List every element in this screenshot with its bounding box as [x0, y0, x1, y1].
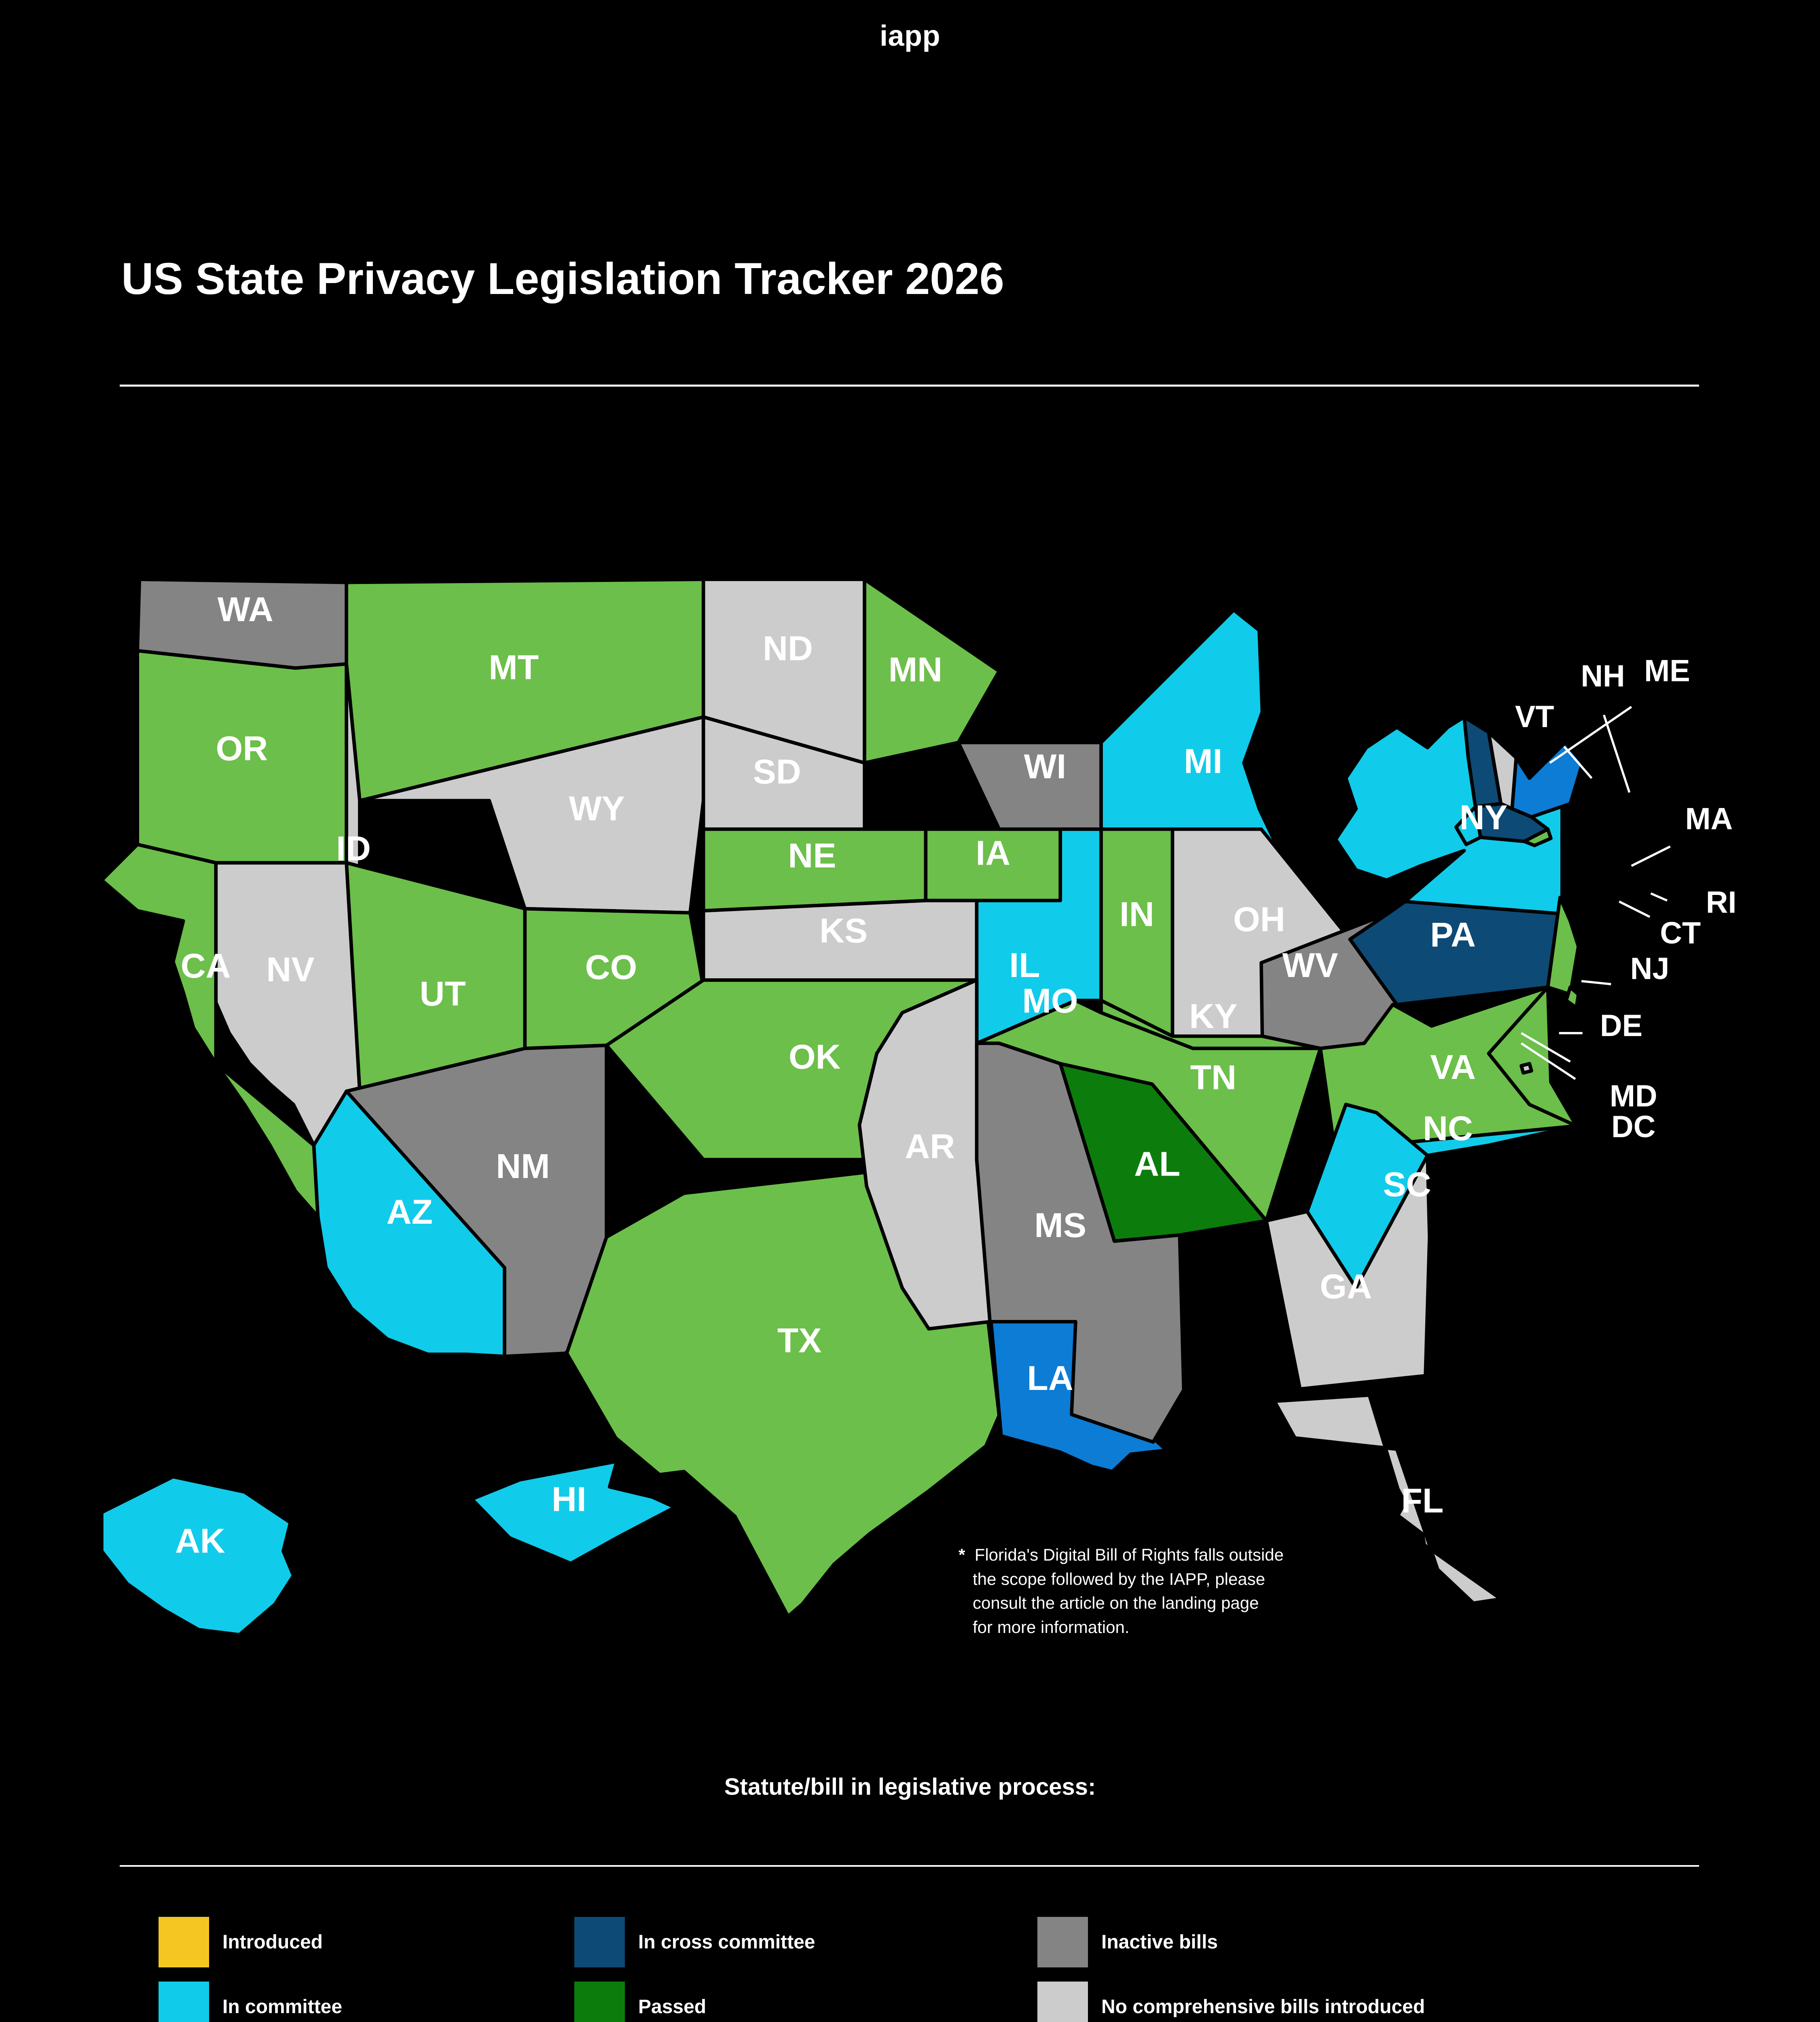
- svg-text:MA: MA: [1685, 802, 1733, 836]
- svg-text:VA: VA: [1430, 1048, 1476, 1087]
- svg-text:IA: IA: [976, 834, 1010, 873]
- svg-text:ME: ME: [1644, 654, 1690, 688]
- svg-text:IL: IL: [1009, 946, 1040, 985]
- svg-text:CA: CA: [181, 947, 231, 986]
- svg-text:NY: NY: [1460, 798, 1508, 837]
- svg-text:TX: TX: [777, 1321, 822, 1360]
- svg-text:NH: NH: [1581, 659, 1625, 693]
- svg-text:NC: NC: [1423, 1109, 1473, 1148]
- svg-text:TN: TN: [1190, 1058, 1236, 1097]
- svg-text:MS: MS: [1034, 1206, 1086, 1245]
- svg-text:NJ: NJ: [1630, 952, 1670, 986]
- svg-text:PA: PA: [1430, 915, 1476, 954]
- svg-text:RI: RI: [1706, 886, 1737, 920]
- svg-text:MI: MI: [1184, 742, 1222, 781]
- svg-text:NV: NV: [266, 950, 314, 989]
- svg-text:AR: AR: [905, 1127, 955, 1166]
- svg-text:AL: AL: [1134, 1145, 1180, 1184]
- svg-text:IN: IN: [1120, 895, 1154, 934]
- svg-text:DC: DC: [1611, 1110, 1655, 1144]
- svg-text:VT: VT: [1515, 700, 1554, 734]
- svg-text:WI: WI: [1024, 747, 1067, 786]
- svg-text:KY: KY: [1189, 997, 1237, 1036]
- svg-text:CO: CO: [585, 948, 637, 987]
- svg-text:FL: FL: [1401, 1481, 1443, 1520]
- svg-text:ND: ND: [763, 629, 813, 668]
- svg-text:DE: DE: [1600, 1009, 1642, 1043]
- svg-text:SD: SD: [753, 753, 801, 791]
- svg-text:WY: WY: [569, 789, 625, 828]
- svg-text:NE: NE: [788, 836, 836, 875]
- svg-text:MD: MD: [1610, 1079, 1657, 1113]
- svg-text:GA: GA: [1320, 1267, 1372, 1306]
- svg-text:SC: SC: [1383, 1165, 1431, 1204]
- svg-text:MO: MO: [1022, 981, 1078, 1020]
- svg-text:OK: OK: [789, 1037, 841, 1076]
- svg-text:WV: WV: [1282, 946, 1338, 985]
- svg-text:LA: LA: [1027, 1359, 1073, 1398]
- svg-text:OH: OH: [1233, 900, 1285, 939]
- svg-text:UT: UT: [420, 974, 466, 1013]
- svg-text:AK: AK: [175, 1522, 225, 1561]
- svg-text:OR: OR: [216, 729, 268, 768]
- svg-text:HI: HI: [552, 1480, 586, 1519]
- svg-text:KS: KS: [819, 911, 868, 950]
- svg-text:NM: NM: [496, 1147, 550, 1186]
- svg-text:AZ: AZ: [387, 1193, 433, 1231]
- svg-text:ID: ID: [336, 829, 371, 868]
- svg-text:WA: WA: [218, 590, 273, 629]
- svg-text:CT: CT: [1660, 916, 1701, 950]
- svg-text:MT: MT: [489, 648, 539, 687]
- svg-text:MN: MN: [889, 650, 942, 689]
